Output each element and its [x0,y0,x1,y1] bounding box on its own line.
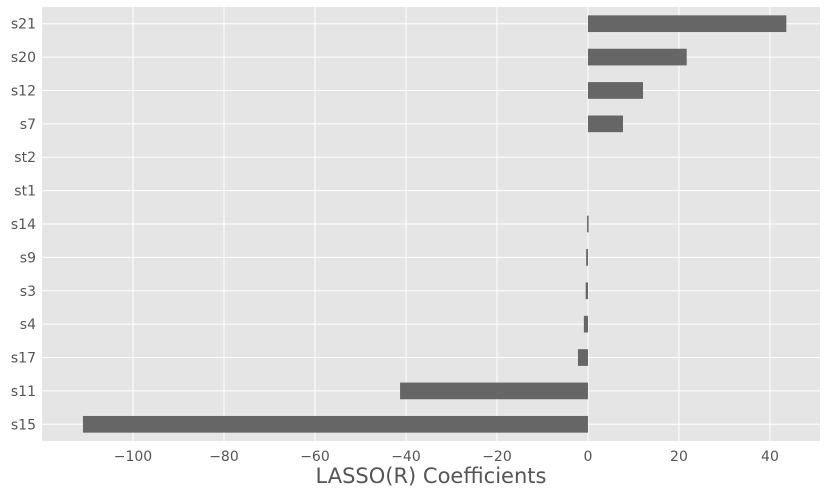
bar-s11 [400,382,588,400]
y-tick-label: s21 [11,17,36,33]
y-tick-label: s15 [11,417,36,433]
bar-s3 [585,282,588,300]
y-tick-label: st1 [14,184,36,200]
y-tick-label: s9 [20,250,36,266]
y-tick-label: s7 [20,117,36,133]
bar-s15 [82,415,588,433]
x-tick-label: 0 [584,449,593,465]
x-tick-label: 20 [670,449,688,465]
y-tick-label: s11 [11,384,36,400]
bar-s20 [587,48,687,66]
x-tick-label: −20 [482,449,512,465]
bar-s12 [587,82,644,99]
bar-s9 [586,249,588,266]
y-tick-label: st2 [14,150,36,166]
y-tick-label: s3 [20,284,36,300]
x-tick-label: 40 [761,449,779,465]
bar-s17 [577,349,588,366]
x-tick-label: −40 [391,449,421,465]
x-tick-label: −80 [209,449,239,465]
x-tick-label: −100 [114,449,152,465]
bars [82,15,787,433]
bar-s4 [583,315,588,333]
y-tick-label: s12 [11,83,36,99]
bar-s14 [587,215,589,233]
y-tick-label: s4 [20,317,36,333]
x-tick-label: −60 [300,449,330,465]
bar-s21 [587,15,787,33]
x-tick-labels: −100 −80 −60 −40 −20 0 20 40 [114,449,779,465]
y-tick-label: s17 [11,351,36,367]
bar-s7 [587,115,623,133]
y-tick-label: s20 [11,50,36,66]
y-tick-label: s14 [11,217,36,233]
x-axis-title: LASSO(R) Coefficients [316,464,547,488]
y-tick-labels: s15 s11 s17 s4 s3 s9 s14 st1 st2 s7 s12 s20 s21 [11,17,36,434]
